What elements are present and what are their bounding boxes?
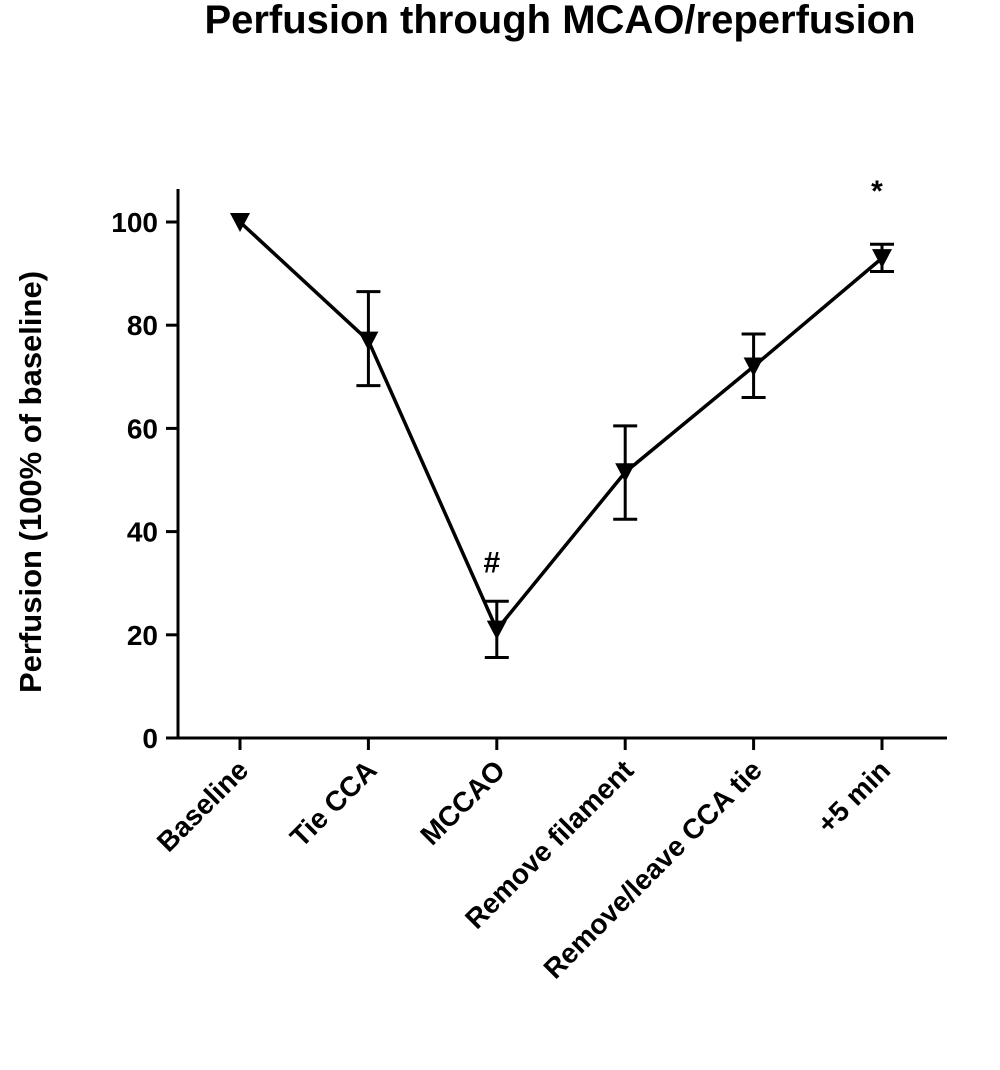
y-tick-label: 60 bbox=[127, 413, 158, 444]
data-point-tie-cca bbox=[358, 331, 379, 351]
data-point-remove-filament bbox=[615, 463, 636, 483]
data-point-mccao bbox=[486, 620, 507, 640]
annotation-layer: #* bbox=[483, 175, 883, 580]
y-ticks: 0 20 40 60 80 100 bbox=[111, 207, 178, 754]
x-tick-label-tie-cca: Tie CCA bbox=[284, 754, 383, 853]
y-tick-label: 80 bbox=[127, 310, 158, 341]
series-layer bbox=[230, 213, 894, 660]
y-tick-label: 40 bbox=[127, 517, 158, 548]
y-tick-label: 20 bbox=[127, 620, 158, 651]
data-point-baseline bbox=[230, 213, 250, 232]
data-point-5-min bbox=[872, 249, 892, 269]
series-line bbox=[238, 220, 884, 633]
data-point-remove-leave-cca-tie bbox=[743, 357, 764, 377]
x-tick-label-baseline: Baseline bbox=[151, 754, 254, 857]
y-tick-label: 100 bbox=[111, 207, 158, 238]
annotation-hash: # bbox=[483, 547, 500, 580]
chart-title: Perfusion through MCAO/reperfusion bbox=[204, 0, 915, 42]
x-tick-label-mccao: MCCAO bbox=[414, 754, 511, 851]
x-tick-label-remove-leave-cca-tie: Remove/leave CCA tie bbox=[538, 754, 768, 984]
y-axis-label: Perfusion (100% of baseline) bbox=[13, 271, 48, 693]
annotation-asterisk: * bbox=[871, 175, 883, 208]
y-tick-label: 0 bbox=[142, 723, 158, 754]
x-tick-label-5-min: +5 min bbox=[811, 754, 896, 839]
